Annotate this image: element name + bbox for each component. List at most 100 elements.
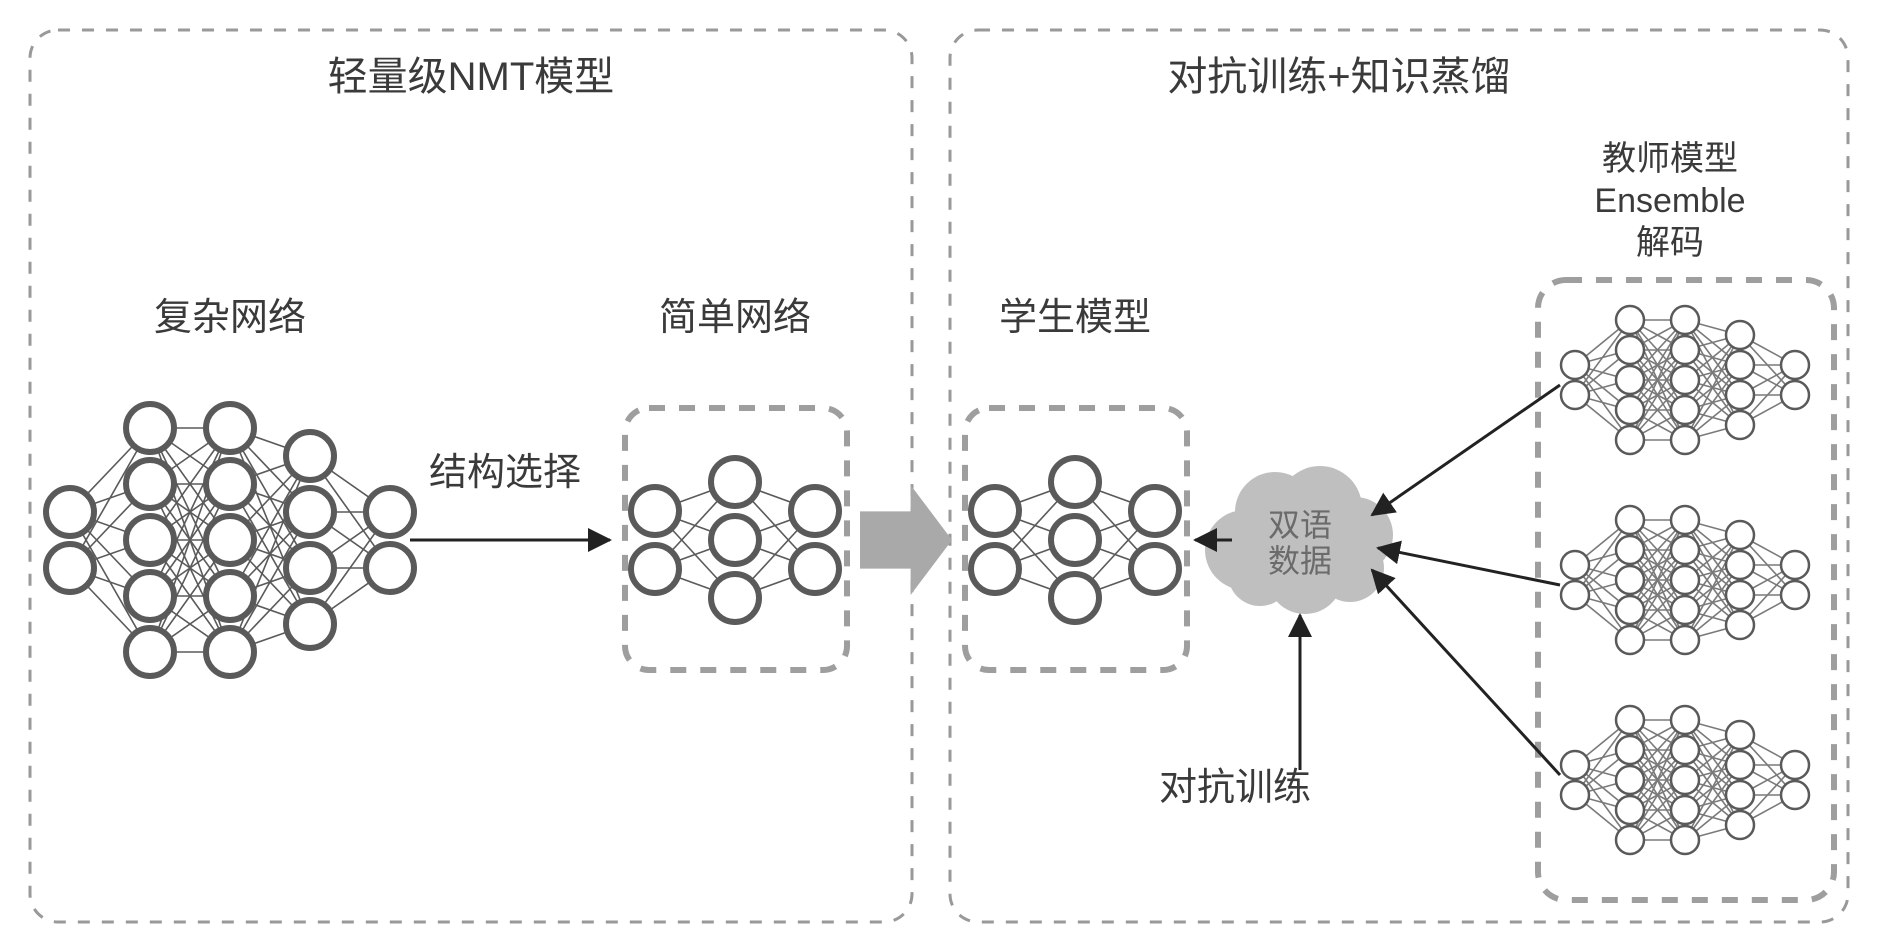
arrow-teacher-to-cloud-2	[1378, 548, 1560, 585]
net-node	[1616, 506, 1644, 534]
net-node	[206, 572, 254, 620]
net-node	[1781, 551, 1809, 579]
net-node	[1131, 487, 1179, 535]
net-node	[1561, 581, 1589, 609]
net-node	[1726, 781, 1754, 809]
net-node	[1616, 566, 1644, 594]
net-node	[206, 404, 254, 452]
label-complex-net: 复杂网络	[154, 297, 306, 339]
net-node	[1671, 706, 1699, 734]
net-node	[791, 545, 839, 593]
net-node	[631, 487, 679, 535]
net-node	[1671, 426, 1699, 454]
net-node	[1781, 781, 1809, 809]
net-node	[1616, 396, 1644, 424]
net-node	[711, 574, 759, 622]
net-node	[1781, 381, 1809, 409]
net-node	[366, 488, 414, 536]
net-node	[286, 432, 334, 480]
net-node	[1561, 751, 1589, 779]
student-network	[971, 458, 1179, 622]
net-node	[791, 487, 839, 535]
net-node	[1671, 396, 1699, 424]
net-node	[1726, 411, 1754, 439]
label-simple-net: 简单网络	[659, 297, 811, 339]
net-node	[1671, 626, 1699, 654]
net-node	[1726, 751, 1754, 779]
net-node	[711, 516, 759, 564]
net-node	[46, 488, 94, 536]
net-node	[1616, 766, 1644, 794]
net-node	[1671, 536, 1699, 564]
net-node	[1561, 551, 1589, 579]
net-node	[286, 600, 334, 648]
net-node	[971, 545, 1019, 593]
net-node	[1671, 306, 1699, 334]
net-node	[1616, 596, 1644, 624]
net-node	[1561, 351, 1589, 379]
net-node	[286, 488, 334, 536]
net-node	[1051, 458, 1099, 506]
teacher-network-3	[1561, 706, 1809, 854]
label-teacher-1: 教师模型	[1602, 140, 1738, 178]
net-node	[126, 572, 174, 620]
label-teacher-3: 解码	[1636, 224, 1704, 262]
net-node	[1616, 366, 1644, 394]
label-struct-select: 结构选择	[429, 452, 581, 494]
net-node	[1726, 351, 1754, 379]
net-node	[206, 628, 254, 676]
net-node	[1051, 516, 1099, 564]
net-node	[1616, 626, 1644, 654]
net-node	[126, 516, 174, 564]
panel-left-title: 轻量级NMT模型	[328, 55, 615, 99]
net-node	[1671, 596, 1699, 624]
net-node	[1671, 766, 1699, 794]
net-node	[1616, 336, 1644, 364]
net-node	[46, 544, 94, 592]
net-node	[971, 487, 1019, 535]
net-node	[1616, 426, 1644, 454]
net-node	[1781, 751, 1809, 779]
cloud-text-2: 数据	[1268, 543, 1332, 579]
simple-network	[631, 458, 839, 622]
net-node	[1726, 551, 1754, 579]
teacher-network-1	[1561, 306, 1809, 454]
net-node	[1671, 796, 1699, 824]
net-node	[1616, 826, 1644, 854]
net-node	[1616, 796, 1644, 824]
panel-right-title: 对抗训练+知识蒸馏	[1167, 55, 1510, 99]
net-node	[1671, 366, 1699, 394]
net-node	[206, 460, 254, 508]
diagram-canvas: 轻量级NMT模型对抗训练+知识蒸馏复杂网络结构选择简单网络学生模型对抗训练教师模…	[0, 0, 1878, 952]
net-node	[1726, 611, 1754, 639]
big-arrow-icon	[860, 485, 952, 595]
net-node	[1671, 826, 1699, 854]
net-node	[1671, 736, 1699, 764]
net-node	[1616, 736, 1644, 764]
label-student-model: 学生模型	[999, 297, 1151, 339]
net-node	[1616, 706, 1644, 734]
complex-network	[46, 404, 414, 676]
net-node	[1726, 581, 1754, 609]
net-node	[631, 545, 679, 593]
net-node	[1726, 321, 1754, 349]
net-node	[206, 516, 254, 564]
net-node	[1726, 521, 1754, 549]
net-node	[126, 404, 174, 452]
net-node	[1131, 545, 1179, 593]
net-node	[126, 460, 174, 508]
net-node	[1671, 336, 1699, 364]
teacher-network-2	[1561, 506, 1809, 654]
net-node	[366, 544, 414, 592]
net-node	[1781, 351, 1809, 379]
net-node	[1726, 381, 1754, 409]
label-teacher-2: Ensemble	[1594, 182, 1745, 220]
net-node	[1616, 306, 1644, 334]
net-node	[286, 544, 334, 592]
net-node	[1051, 574, 1099, 622]
arrow-teacher-to-cloud-3	[1372, 570, 1560, 775]
net-node	[1781, 581, 1809, 609]
net-node	[711, 458, 759, 506]
net-node	[126, 628, 174, 676]
net-node	[1726, 721, 1754, 749]
